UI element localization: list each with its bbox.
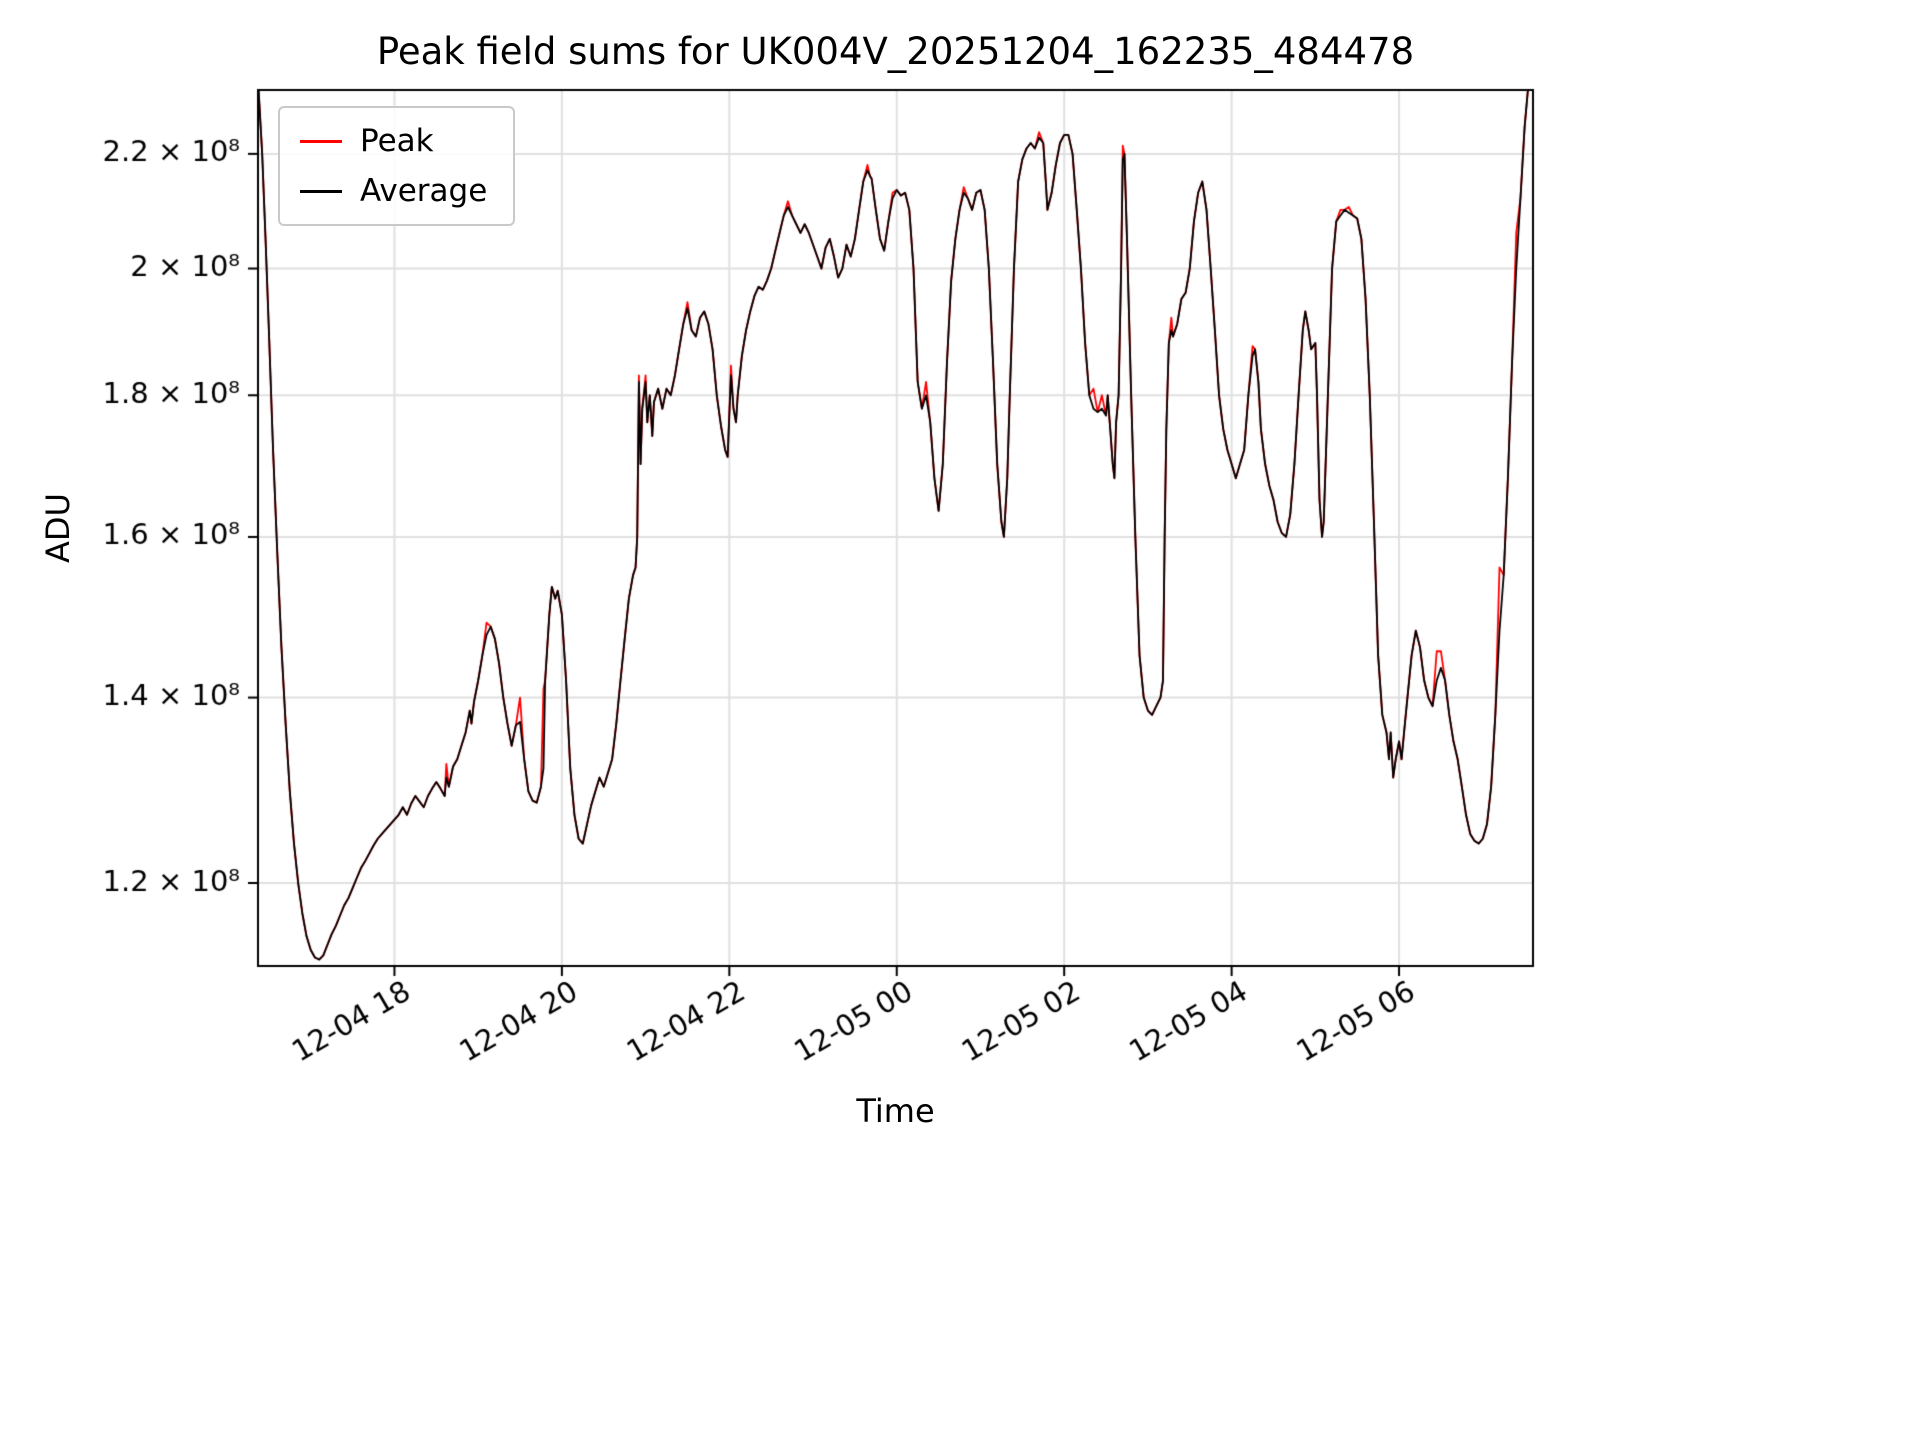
legend-entry-peak: Peak [300, 124, 487, 158]
legend-label-peak: Peak [360, 123, 434, 159]
legend-entry-average: Average [300, 174, 487, 208]
peak-line-swatch-icon [300, 139, 342, 143]
x-axis-label: Time [856, 1092, 935, 1130]
average-line-swatch-icon [300, 189, 342, 193]
legend: Peak Average [278, 106, 516, 227]
legend-label-average: Average [360, 173, 488, 210]
chart-title: Peak field sums for UK004V_20251204_1622… [376, 30, 1415, 73]
y-axis-label: ADU [39, 493, 77, 563]
